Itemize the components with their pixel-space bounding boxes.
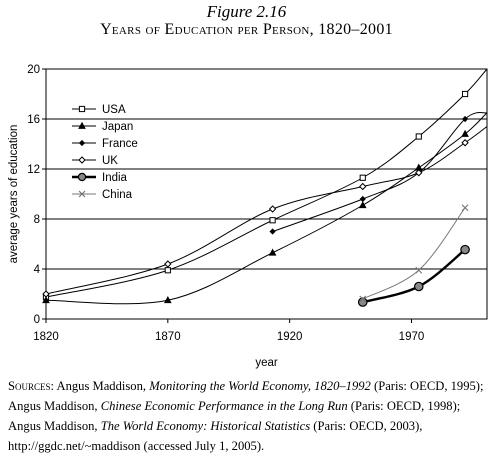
legend-label-india: India: [102, 172, 128, 184]
legend-label-japan: Japan: [102, 121, 133, 133]
data-point-uk: [415, 169, 423, 177]
legend-label-france: France: [102, 138, 138, 150]
data-point-uk: [164, 260, 172, 268]
series-china: [359, 204, 469, 303]
data-point-japan: [358, 200, 367, 209]
figure-title: Years of Education per Person, 1820–2001: [100, 21, 393, 38]
data-point-china: [415, 266, 423, 274]
legend-marker-japan: [78, 121, 86, 129]
legend-item-india: India: [72, 172, 128, 184]
sources-label: Sources:: [8, 379, 55, 393]
series-uk: [42, 126, 488, 298]
data-point-japan: [42, 295, 50, 304]
y-tick-label: 12: [27, 164, 40, 176]
sources-text-1: Angus Maddison,: [54, 379, 150, 393]
x-tick-label: 1870: [155, 331, 181, 343]
data-point-france: [461, 115, 469, 123]
y-tick-label: 8: [34, 214, 40, 226]
data-point-france: [359, 195, 366, 203]
data-point-japan: [268, 248, 277, 256]
data-point-uk: [42, 290, 50, 298]
data-point-india: [357, 297, 368, 307]
legend-item-uk: UK: [72, 155, 118, 167]
sources-note: Sources: Angus Maddison, Monitoring the …: [8, 376, 490, 456]
data-point-france: [269, 228, 276, 235]
legend-label-usa: USA: [102, 104, 126, 116]
y-axis-label: average years of education: [8, 125, 20, 264]
y-tick-label: 4: [34, 264, 41, 276]
data-point-usa: [359, 174, 366, 181]
legend-marker-usa: [78, 105, 86, 113]
data-point-india: [413, 281, 424, 292]
y-tick-label: 16: [27, 114, 40, 126]
legend-label-uk: UK: [102, 155, 118, 167]
series-japan: [42, 112, 488, 305]
x-tick-label: 1920: [277, 331, 303, 343]
legend-item-usa: USA: [72, 104, 126, 116]
legend-marker-uk: [78, 156, 86, 164]
legend-item-china: China: [72, 189, 133, 201]
data-point-china: [359, 295, 367, 303]
x-tick-label: 1820: [33, 331, 59, 343]
legend-marker-france: [78, 139, 86, 147]
series-usa: [42, 68, 488, 301]
data-point-india: [460, 244, 470, 255]
x-tick-label: 1970: [399, 331, 425, 343]
sources-text-3: (Paris: OECD, 1998); Angus Maddison,: [8, 399, 461, 433]
sources-text-2: (Paris: OECD, 1995); Angus Maddison,: [8, 379, 484, 413]
sources-text-4: (Paris: OECD, 2003), http://ggdc.net/~ma…: [8, 419, 423, 453]
data-point-usa: [415, 133, 422, 140]
data-point-usa: [164, 267, 171, 274]
legend-marker-india: [77, 172, 87, 182]
x-axis-label: year: [255, 357, 278, 369]
data-point-uk: [359, 182, 367, 191]
legend: USA Japan France UK India China: [72, 104, 138, 201]
series-line-india: [362, 248, 466, 304]
data-point-usa: [461, 90, 469, 98]
data-point-japan: [461, 129, 469, 137]
series-line-china: [362, 207, 466, 300]
line-chart: 0 4 8 12 16 20 1820 1870 1920 1970 year average yea…: [8, 64, 488, 369]
data-point-uk: [461, 139, 469, 147]
series-line-japan: [45, 112, 488, 305]
figure-number: Figure 2.16: [206, 2, 287, 21]
source-title-2: Chinese Economic Performance in the Long…: [100, 399, 348, 413]
data-point-uk: [268, 205, 277, 213]
legend-item-france: France: [72, 138, 138, 150]
y-tick-label: 0: [34, 314, 40, 326]
source-title-1: Monitoring the World Economy, 1820–1992: [149, 379, 371, 393]
legend-item-japan: Japan: [72, 121, 133, 133]
series-france: [269, 112, 488, 235]
legend-label-china: China: [102, 189, 133, 201]
data-point-usa: [269, 217, 276, 224]
series-line-uk: [45, 126, 488, 295]
data-point-japan: [163, 295, 172, 304]
legend-marker-china: [78, 190, 86, 198]
plot-frame: [45, 68, 488, 320]
source-title-3: The World Economy: Historical Statistics: [100, 419, 311, 433]
series-india: [357, 244, 470, 307]
data-point-china: [461, 204, 469, 212]
series-line-france: [272, 112, 488, 232]
y-tick-label: 20: [27, 64, 40, 76]
